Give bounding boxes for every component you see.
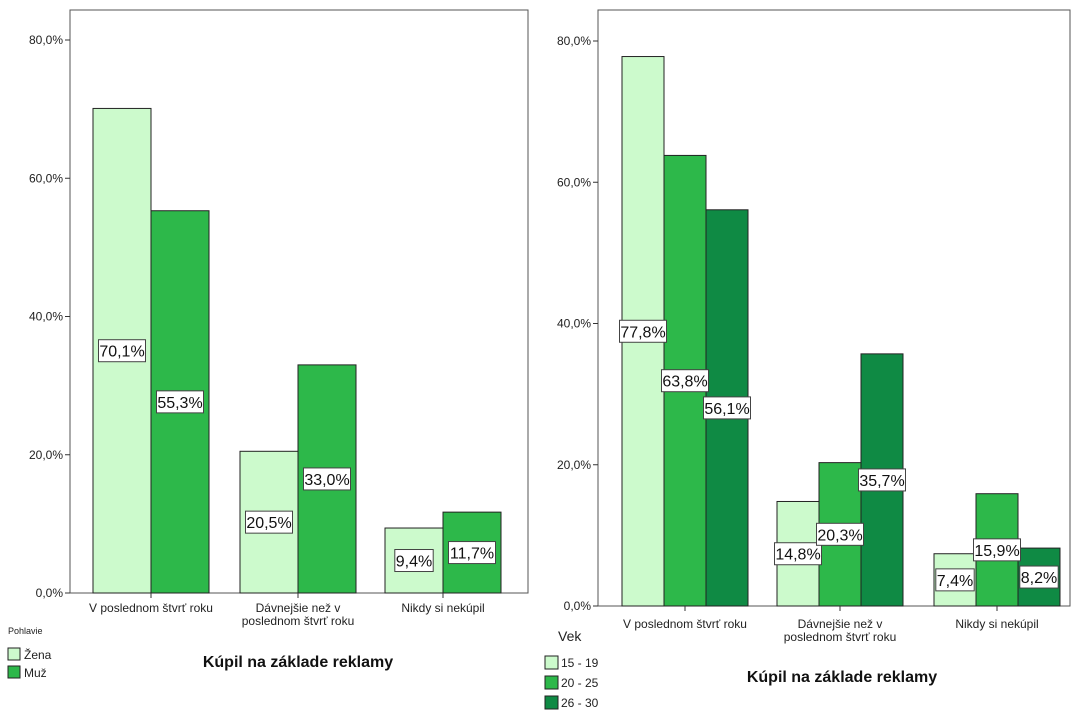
data-label-box	[816, 522, 864, 546]
y-tick-label: 0,0%	[564, 599, 592, 613]
data-label: 63,8%	[662, 374, 707, 391]
data-label: 11,7%	[450, 546, 494, 563]
y-tick-label: 20,0%	[29, 448, 63, 462]
data-label-box	[619, 319, 667, 343]
data-label-box	[774, 542, 822, 566]
legend-label: 20 - 25	[561, 676, 599, 690]
legend-swatch	[544, 695, 559, 710]
data-label: 8,2%	[1021, 570, 1057, 587]
legend-label: Muž	[24, 666, 47, 680]
legend: Vek 15 - 19 20 - 25 26 - 30	[544, 628, 599, 710]
data-label: 35,7%	[859, 473, 904, 490]
x-axis-title: Kúpil na základe reklamy	[203, 654, 393, 671]
x-tick-label: Nikdy si nekúpil	[955, 617, 1038, 631]
data-label-box	[858, 468, 906, 492]
x-tick-label: Dávnejšie než v	[798, 617, 883, 631]
data-label-box	[703, 396, 751, 420]
chart-1: 0,0% 20,0% 40,0% 60,0% 80,0% V poslednom štvr…	[7, 9, 529, 680]
x-tick-label: poslednom štvrť roku	[242, 614, 355, 628]
y-tick-label: 60,0%	[557, 175, 591, 189]
legend-swatch	[7, 647, 21, 661]
y-tick-label: 80,0%	[557, 34, 591, 48]
data-label: 14,8%	[775, 547, 820, 564]
legend-swatch	[544, 675, 559, 690]
x-tick-label: Dávnejšie než v	[256, 601, 341, 615]
chart-2: 0,0% 20,0% 40,0% 60,0% 80,0% V poslednom štvr…	[544, 9, 1071, 710]
x-tick-label: poslednom štvrť roku	[784, 630, 897, 644]
y-tick-label: 20,0%	[557, 458, 591, 472]
data-label: 15,9%	[974, 543, 1019, 560]
legend-swatch	[7, 665, 21, 679]
data-label: 9,4%	[396, 554, 432, 571]
data-label-box	[98, 339, 146, 363]
data-label: 20,5%	[246, 515, 291, 532]
y-tick-label: 0,0%	[36, 586, 64, 600]
x-tick-label: Nikdy si nekúpil	[401, 601, 484, 615]
data-label-box	[661, 369, 709, 393]
data-label-box	[448, 541, 496, 565]
data-label: 33,0%	[304, 472, 349, 489]
data-label-box	[973, 538, 1021, 562]
data-label: 56,1%	[704, 401, 749, 418]
x-axis-title: Kúpil na základe reklamy	[747, 669, 937, 686]
y-tick-label: 40,0%	[557, 317, 591, 331]
legend-swatch	[544, 655, 559, 670]
data-label: 77,8%	[620, 324, 665, 341]
data-label-box	[303, 467, 351, 491]
legend: Pohlavie Žena Muž	[7, 626, 52, 680]
y-tick-label: 40,0%	[29, 310, 63, 324]
data-label-box	[1019, 565, 1059, 589]
data-label-box	[245, 510, 293, 534]
legend-title: Vek	[558, 628, 582, 644]
legend-label: Žena	[24, 647, 52, 662]
y-tick-label: 80,0%	[29, 33, 63, 47]
data-label: 55,3%	[157, 395, 202, 412]
data-label-box	[156, 390, 204, 414]
x-tick-label: V poslednom štvrť roku	[89, 601, 213, 615]
data-label-box	[394, 549, 434, 573]
data-label: 20,3%	[817, 527, 862, 544]
data-label-box	[935, 568, 975, 592]
x-tick-label: V poslednom štvrť roku	[623, 617, 747, 631]
legend-title: Pohlavie	[8, 626, 43, 636]
data-label: 7,4%	[937, 573, 973, 590]
legend-label: 15 - 19	[561, 656, 599, 670]
y-tick-label: 60,0%	[29, 171, 63, 185]
legend-label: 26 - 30	[561, 696, 599, 710]
data-label: 70,1%	[99, 344, 144, 361]
